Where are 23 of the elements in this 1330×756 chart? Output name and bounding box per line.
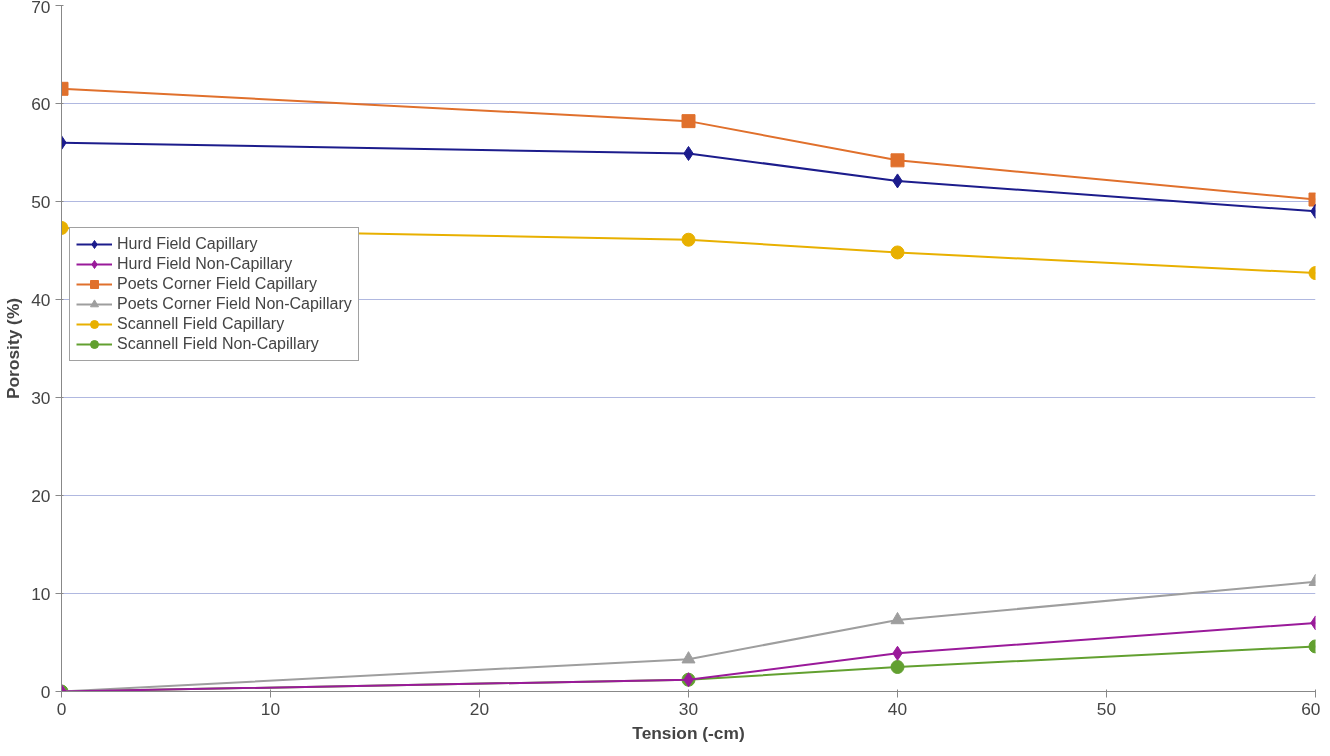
y-tick-label: 10 [31, 583, 51, 604]
x-tick-label: 30 [678, 698, 699, 719]
x-tick-label: 20 [469, 698, 490, 719]
legend-label: Poets Corner Field Non-Capillary [117, 295, 352, 313]
y-axis-title: Porosity (%) [3, 297, 24, 400]
legend-label: Hurd Field Capillary [117, 235, 258, 253]
legend-label: Poets Corner Field Capillary [117, 275, 318, 293]
legend-label: Scannell Field Capillary [117, 315, 285, 333]
x-axis-title: Tension (-cm) [632, 722, 745, 743]
y-tick-label: 0 [40, 681, 51, 702]
legend-label: Hurd Field Non-Capillary [117, 255, 293, 273]
y-tick-label: 40 [31, 289, 51, 310]
y-tick-label: 30 [31, 387, 51, 408]
y-tick-label: 70 [31, 0, 51, 17]
y-tick-label: 20 [31, 485, 51, 506]
x-tick-label: 40 [887, 698, 908, 719]
x-tick-label: 0 [56, 698, 67, 719]
legend-label: Scannell Field Non-Capillary [117, 335, 319, 353]
y-tick-label: 50 [31, 191, 51, 212]
x-tick-label: 50 [1096, 698, 1117, 719]
y-tick-label: 60 [31, 93, 51, 114]
x-tick-label: 10 [260, 698, 281, 719]
x-tick-label: 60 [1301, 698, 1321, 719]
